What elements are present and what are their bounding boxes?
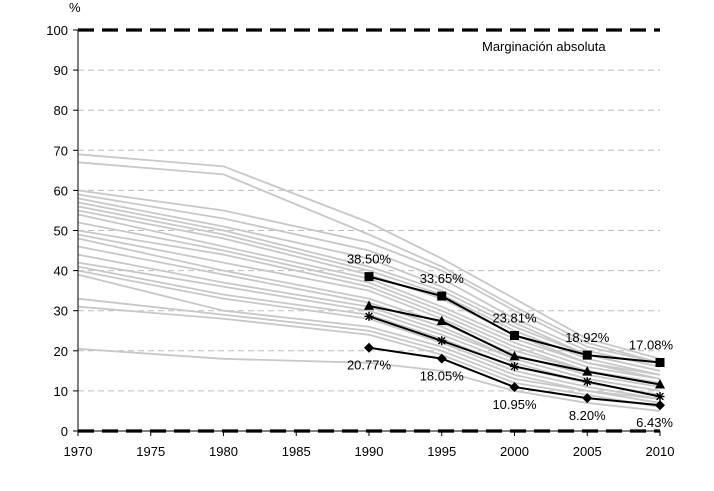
- data-label-squares-2010: 17.08%: [629, 338, 674, 353]
- point-squares-2000: [510, 331, 519, 341]
- point-diamonds-2005: [582, 393, 593, 404]
- point-asterisks-1995-stroke-3: [437, 336, 446, 345]
- background-series-line-8: [77, 213, 661, 380]
- data-label-squares-1990: 38.50%: [347, 252, 392, 267]
- point-triangles-1990: [364, 300, 374, 310]
- data-label-diamonds-2005: 8.20%: [569, 408, 606, 423]
- point-diamonds-2000: [509, 382, 520, 393]
- point-asterisks-2005-stroke-3: [583, 377, 592, 386]
- background-series-line-0: [77, 153, 661, 360]
- point-diamonds-2010: [655, 400, 665, 411]
- point-diamonds-1995: [436, 353, 447, 364]
- point-asterisks-1990: [364, 311, 374, 321]
- x-tick-label-1985: 1985: [282, 444, 311, 459]
- point-triangles-2000: [509, 350, 520, 361]
- y-tick-label-30: 30: [54, 304, 68, 319]
- point-squares-2010: [655, 358, 665, 368]
- x-tick-label-2010: 2010: [646, 444, 675, 459]
- data-label-diamonds-2000: 10.95%: [492, 397, 537, 412]
- point-asterisks-2010-stroke-3: [656, 392, 664, 401]
- data-label-diamonds-2010: 6.43%: [636, 415, 673, 430]
- tick-labels-layer: 0 10 20 30 40 50 60 70 80 90 100 1970 1975 1980 1985 19…: [46, 23, 674, 459]
- point-diamonds-1990: [364, 342, 374, 353]
- point-asterisks-2000: [510, 361, 519, 371]
- y-tick-label-10: 10: [54, 384, 68, 399]
- main-series-layer: [364, 272, 665, 411]
- x-tick-label-1970: 1970: [64, 444, 93, 459]
- y-tick-label-0: 0: [61, 424, 68, 439]
- y-tick-label-80: 80: [54, 103, 68, 118]
- x-tick-label-1975: 1975: [136, 444, 165, 459]
- point-asterisks-1995: [437, 336, 447, 346]
- background-series-line-1: [77, 161, 661, 364]
- y-axis-unit-label: %: [69, 0, 81, 15]
- annotation-marginacion-absoluta: Marginación absoluta: [482, 39, 606, 54]
- point-triangles-2010: [655, 378, 665, 389]
- x-tick-label-2005: 2005: [573, 444, 602, 459]
- point-asterisks-2000-stroke-3: [510, 362, 519, 371]
- y-tick-label-50: 50: [54, 224, 68, 239]
- y-tick-label-20: 20: [54, 344, 68, 359]
- point-asterisks-2010: [655, 392, 665, 402]
- y-tick-label-60: 60: [54, 183, 68, 198]
- point-triangles-1995: [436, 315, 447, 326]
- y-tick-label-70: 70: [54, 143, 68, 158]
- point-squares-2005: [582, 350, 592, 360]
- point-squares-1990: [364, 272, 374, 282]
- y-tick-label-100: 100: [46, 23, 68, 38]
- x-tick-label-1995: 1995: [427, 444, 456, 459]
- point-asterisks-1990-stroke-3: [365, 312, 373, 321]
- point-squares-1995: [437, 291, 447, 301]
- x-tick-label-2000: 2000: [500, 444, 529, 459]
- data-label-diamonds-1990: 20.77%: [347, 358, 392, 373]
- data-label-squares-1995: 33.65%: [420, 271, 465, 286]
- data-labels-layer: 38.50% 33.65% 23.81% 18.92% 17.08% 20.77% 18.0…: [347, 252, 673, 431]
- point-asterisks-2005: [582, 377, 592, 387]
- y-tick-label-90: 90: [54, 63, 68, 78]
- y-tick-label-40: 40: [54, 264, 68, 279]
- data-label-squares-2000: 23.81%: [492, 311, 537, 326]
- background-series-line-2: [77, 189, 661, 364]
- point-triangles-2005: [582, 366, 593, 376]
- x-tick-label-1990: 1990: [355, 444, 384, 459]
- data-label-diamonds-1995: 18.05%: [420, 369, 465, 384]
- x-tick-label-1980: 1980: [209, 444, 238, 459]
- background-series-line-19: [77, 297, 661, 404]
- data-label-squares-2005: 18.92%: [565, 330, 610, 345]
